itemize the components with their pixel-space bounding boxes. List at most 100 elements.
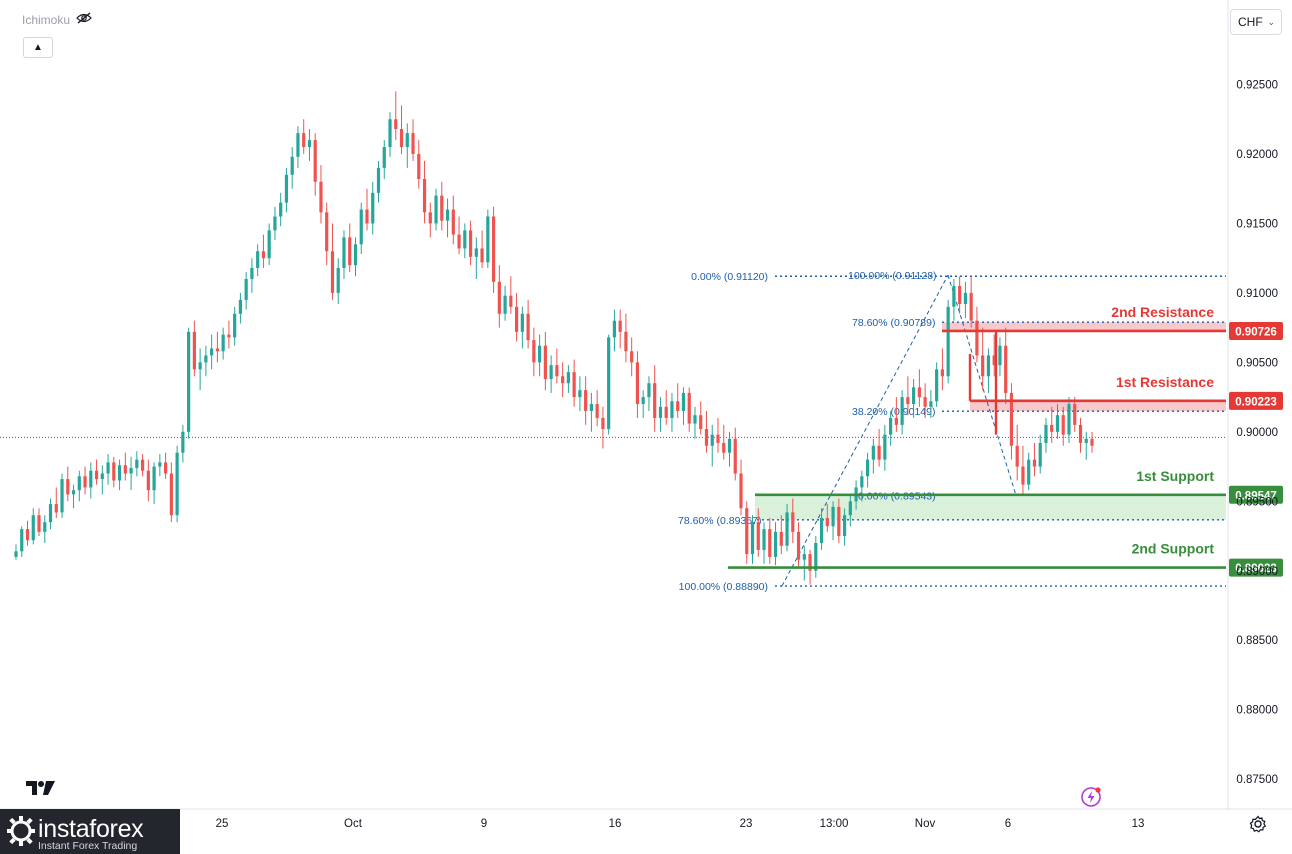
candle-body [601, 417, 605, 430]
level-name: 2nd Resistance [1111, 304, 1214, 320]
resistance-zone-1 [970, 400, 1226, 412]
candle-body [376, 167, 381, 193]
candle-body [1073, 404, 1077, 425]
indicator-legend: Ichimoku [22, 12, 92, 27]
candle-body [940, 369, 944, 377]
candle-body [445, 209, 450, 221]
candle-body [164, 462, 168, 474]
candle-body [555, 365, 559, 377]
brand-bar: instaforex Instant Forex Trading [0, 809, 180, 854]
candle-body [739, 473, 743, 509]
candle-body [693, 415, 697, 424]
candle-body [785, 512, 789, 546]
candle-body [969, 292, 973, 321]
candle-body [768, 529, 772, 557]
candle-body [89, 470, 93, 488]
resistance-zone-2 [942, 322, 1226, 331]
level-price-label: 0.90726 [1235, 326, 1277, 338]
tradingview-logo [26, 779, 56, 802]
candles-layer [14, 91, 1094, 585]
candle-body [261, 251, 266, 259]
candle-body [578, 390, 582, 398]
fib-label: 100.00% (0.88890) [679, 581, 768, 593]
candle-body [1084, 438, 1088, 443]
candle-body [1050, 424, 1054, 432]
candle-body [900, 397, 904, 425]
candle-body [192, 331, 196, 370]
flash-icon[interactable] [1080, 786, 1102, 813]
candle-body [607, 337, 611, 430]
candle-body [526, 313, 530, 341]
x-tick-label: 25 [216, 818, 229, 830]
candle-body [451, 209, 455, 235]
candle-body [20, 529, 24, 552]
candle-body [860, 476, 864, 488]
candle-body [227, 334, 231, 338]
candle-body [514, 306, 519, 332]
candle-body [658, 406, 663, 418]
candle-body [819, 517, 824, 543]
candle-body [589, 404, 594, 411]
level-price-tag [1229, 321, 1283, 340]
candle-body [952, 285, 956, 307]
candle-body [802, 554, 806, 560]
candle-body [1044, 424, 1048, 443]
candle-body [497, 281, 501, 314]
candle-body [704, 429, 709, 446]
candle-body [417, 153, 421, 179]
candle-body [894, 417, 898, 425]
fib-layer: 0.00% (0.91120) 100.00% (0.91128) 78.60% (… [0, 270, 1226, 593]
candle-body [175, 452, 179, 516]
candle-body [353, 244, 358, 266]
candle-body [635, 362, 640, 405]
candle-body [946, 306, 950, 377]
candle-body [929, 401, 933, 407]
candle-body [791, 512, 795, 532]
candle-body [1021, 466, 1025, 485]
indicator-name: Ichimoku [22, 12, 71, 27]
price-axis[interactable]: 0.92500 0.92000 0.91500 0.91000 0.90500 0.900… [1236, 80, 1278, 787]
candle-body [382, 147, 386, 168]
candle-body [1004, 345, 1008, 393]
candle-body [256, 251, 260, 268]
collapse-legend-button[interactable]: ▲ [23, 37, 53, 58]
fib-label: 0.00% (0.91120) [691, 271, 768, 283]
candle-body [549, 365, 553, 380]
candle-body [371, 192, 375, 224]
x-tick-label: 23 [740, 818, 753, 830]
candle-body [1027, 459, 1031, 485]
candle-body [388, 119, 392, 148]
candle-body [963, 292, 968, 305]
candle-body [313, 140, 317, 182]
candle-body [405, 133, 409, 148]
candle-body [94, 470, 99, 480]
candle-body [279, 202, 283, 217]
candle-body [359, 209, 363, 245]
brand-logo-icon [7, 816, 35, 846]
candle-body [906, 397, 910, 405]
candle-body [43, 522, 47, 532]
candle-body [238, 299, 243, 314]
time-axis[interactable]: 25 Oct 9 16 23 13:00 Nov 6 13 [216, 818, 1145, 830]
x-tick-label: 6 [1005, 818, 1011, 830]
brand-name: instaforex [38, 815, 144, 843]
candle-body [181, 431, 185, 453]
candle-body [670, 401, 674, 418]
candle-body [284, 174, 289, 203]
candle-body [716, 434, 720, 443]
candle-body [342, 237, 346, 268]
candle-body [146, 470, 150, 491]
brand-tagline: Instant Forex Trading [38, 840, 138, 852]
eye-crossed-icon[interactable] [76, 12, 92, 27]
x-tick-label: Nov [915, 818, 936, 830]
candle-body [491, 216, 496, 282]
level-price-tag [1229, 391, 1283, 410]
level-price-label: 0.90223 [1235, 396, 1277, 408]
candle-body [31, 515, 35, 541]
fib-label: 78.60% (0.90789) [852, 317, 935, 329]
candle-body [198, 362, 202, 370]
candle-body [129, 467, 133, 474]
settings-gear-icon[interactable] [1249, 815, 1267, 838]
currency-select[interactable]: CHF ⌄ [1230, 9, 1282, 35]
